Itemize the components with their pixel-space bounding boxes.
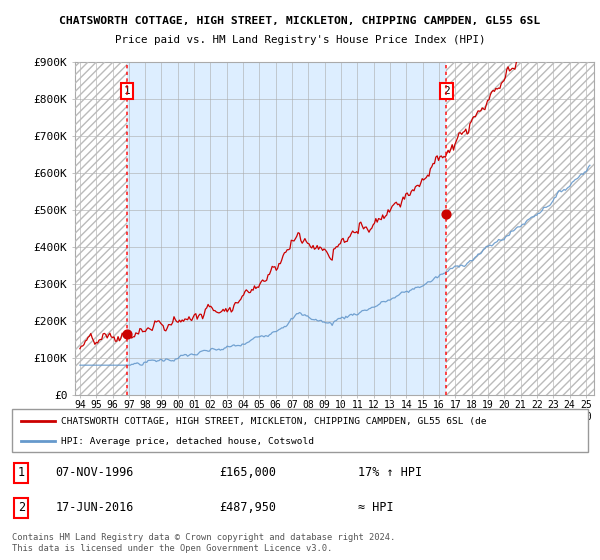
Text: 17-JUN-2016: 17-JUN-2016	[55, 501, 134, 515]
Bar	[127, 62, 446, 395]
Text: 1: 1	[124, 86, 131, 96]
Bar	[446, 62, 594, 395]
Text: Contains HM Land Registry data © Crown copyright and database right 2024.
This d: Contains HM Land Registry data © Crown c…	[12, 533, 395, 553]
Text: CHATSWORTH COTTAGE, HIGH STREET, MICKLETON, CHIPPING CAMPDEN, GL55 6SL (de: CHATSWORTH COTTAGE, HIGH STREET, MICKLET…	[61, 417, 487, 426]
Text: CHATSWORTH COTTAGE, HIGH STREET, MICKLETON, CHIPPING CAMPDEN, GL55 6SL: CHATSWORTH COTTAGE, HIGH STREET, MICKLET…	[59, 16, 541, 26]
Text: 07-NOV-1996: 07-NOV-1996	[55, 466, 134, 479]
Text: 1: 1	[18, 466, 25, 479]
Text: 2: 2	[443, 86, 450, 96]
Text: 17% ↑ HPI: 17% ↑ HPI	[358, 466, 422, 479]
FancyBboxPatch shape	[12, 409, 588, 452]
Text: £487,950: £487,950	[220, 501, 277, 515]
Text: HPI: Average price, detached house, Cotswold: HPI: Average price, detached house, Cots…	[61, 437, 314, 446]
Bar	[127, 62, 446, 395]
Text: ≈ HPI: ≈ HPI	[358, 501, 393, 515]
Bar	[446, 62, 594, 395]
Point	[442, 209, 451, 218]
Text: £165,000: £165,000	[220, 466, 277, 479]
Text: Price paid vs. HM Land Registry's House Price Index (HPI): Price paid vs. HM Land Registry's House …	[115, 35, 485, 45]
Point	[122, 329, 132, 338]
Bar	[75, 62, 127, 395]
Bar	[75, 62, 127, 395]
Text: 2: 2	[18, 501, 25, 515]
